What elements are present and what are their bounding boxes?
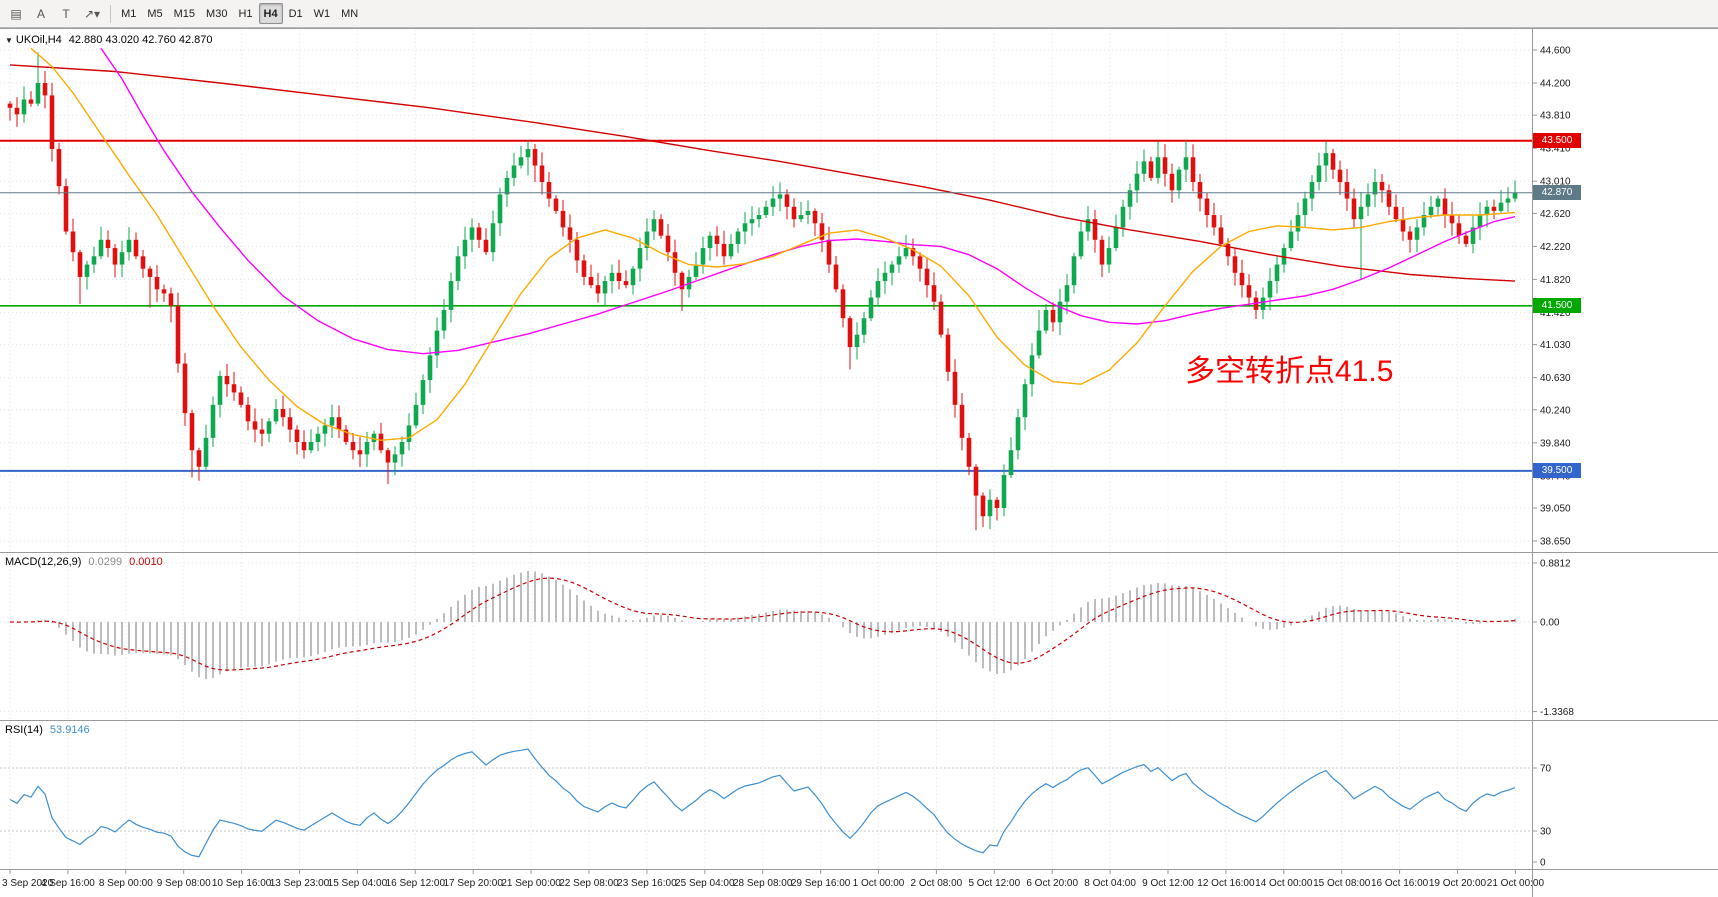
svg-text:9 Oct 12:00: 9 Oct 12:00 [1142, 878, 1194, 889]
svg-text:6 Oct 20:00: 6 Oct 20:00 [1026, 878, 1078, 889]
svg-text:19 Oct 20:00: 19 Oct 20:00 [1429, 878, 1487, 889]
current-price-tag: 42.870 [1533, 184, 1581, 200]
rsi-value: 53.9146 [49, 724, 90, 736]
svg-text:15 Sep 04:00: 15 Sep 04:00 [328, 878, 388, 889]
timeframe-button-d1[interactable]: D1 [288, 7, 303, 20]
svg-text:17 Sep 20:00: 17 Sep 20:00 [443, 878, 503, 889]
ohlc-values: 42.880 43.020 42.760 42.870 [68, 34, 213, 46]
svg-text:43.810: 43.810 [1540, 111, 1571, 122]
timeframe-button-m1[interactable]: M1 [121, 7, 137, 20]
svg-text:9 Sep 08:00: 9 Sep 08:00 [157, 878, 211, 889]
svg-text:41.030: 41.030 [1540, 340, 1571, 351]
svg-text:0.00: 0.00 [1540, 618, 1560, 629]
svg-text:40.630: 40.630 [1540, 373, 1571, 384]
hline-price-tag: 41.500 [1533, 297, 1581, 313]
text-label-t-button[interactable]: T [62, 6, 70, 21]
ma-fast-orange [30, 47, 1516, 441]
svg-text:30: 30 [1540, 827, 1552, 838]
timeframe-button-mn[interactable]: MN [341, 7, 359, 20]
svg-text:21 Oct 00:00: 21 Oct 00:00 [1487, 878, 1545, 889]
svg-text:5 Oct 12:00: 5 Oct 12:00 [968, 878, 1020, 889]
svg-text:10 Sep 16:00: 10 Sep 16:00 [212, 878, 272, 889]
chart-annotation: 多空转折点41.5 [1185, 355, 1394, 388]
symbol-title: ▼ UKOil,H4 42.880 43.020 42.760 42.870 [5, 34, 213, 46]
toolbar-separator [110, 4, 112, 23]
chart-window-icon[interactable]: ▤ [10, 6, 22, 21]
svg-text:15 Oct 08:00: 15 Oct 08:00 [1313, 878, 1371, 889]
timeframe-button-m15[interactable]: M15 [173, 7, 196, 20]
svg-text:-1.3368: -1.3368 [1540, 707, 1574, 718]
svg-text:21 Sep 00:00: 21 Sep 00:00 [501, 878, 561, 889]
svg-text:44.200: 44.200 [1540, 79, 1571, 90]
svg-text:41.820: 41.820 [1540, 275, 1571, 286]
svg-text:39.840: 39.840 [1540, 438, 1571, 449]
macd-signal-value: 0.0010 [129, 556, 163, 568]
svg-text:2 Oct 08:00: 2 Oct 08:00 [911, 878, 963, 889]
symbol-period-label: UKOil,H4 [15, 34, 62, 46]
timeframe-button-h4[interactable]: H4 [258, 3, 283, 24]
svg-text:39.050: 39.050 [1540, 503, 1571, 514]
toolbar: ▤ A T ↗▾ M1 M5 M15 M30 H1 H4 D1 W1 MN [0, 0, 1718, 28]
svg-text:16 Oct 16:00: 16 Oct 16:00 [1371, 878, 1429, 889]
macd-main-value: 0.0299 [88, 556, 123, 568]
svg-text:29 Sep 16:00: 29 Sep 16:00 [791, 878, 851, 889]
chart-stage: 44.600 44.200 43.810 43.410 43.010 42.620 42.2… [0, 28, 1718, 897]
draw-tools-dropdown[interactable]: ↗▾ [84, 6, 101, 21]
hline-price-tag: 39.500 [1533, 462, 1581, 478]
svg-text:42.620: 42.620 [1540, 209, 1571, 220]
text-label-a-button[interactable]: A [36, 6, 45, 21]
timeframe-button-h1[interactable]: H1 [238, 7, 253, 20]
ma-slow-red [9, 64, 1516, 282]
svg-text:38.650: 38.650 [1540, 536, 1571, 547]
svg-text:0: 0 [1540, 858, 1546, 869]
svg-text:41.420: 41.420 [1540, 308, 1571, 319]
svg-text:28 Sep 08:00: 28 Sep 08:00 [733, 878, 793, 889]
svg-text:22 Sep 08:00: 22 Sep 08:00 [559, 878, 619, 889]
svg-text:8 Oct 04:00: 8 Oct 04:00 [1084, 878, 1136, 889]
svg-text:42.220: 42.220 [1540, 242, 1571, 253]
timeframe-button-m5[interactable]: M5 [147, 7, 163, 20]
svg-text:40.240: 40.240 [1540, 405, 1571, 416]
svg-text:70: 70 [1540, 764, 1552, 775]
svg-text:1 Oct 00:00: 1 Oct 00:00 [853, 878, 905, 889]
timeframe-button-w1[interactable]: W1 [313, 7, 331, 20]
svg-text:3 Sep 2020: 3 Sep 2020 [2, 878, 54, 889]
svg-text:14 Oct 00:00: 14 Oct 00:00 [1255, 878, 1313, 889]
macd-name: MACD(12,26,9) [5, 556, 82, 568]
svg-text:13 Sep 23:00: 13 Sep 23:00 [270, 878, 330, 889]
rsi-indicator-label: RSI(14) 53.9146 [5, 724, 90, 736]
macd-indicator-label: MACD(12,26,9) 0.0299 0.0010 [5, 556, 163, 568]
svg-text:44.600: 44.600 [1540, 46, 1571, 57]
svg-text:16 Sep 12:00: 16 Sep 12:00 [386, 878, 446, 889]
ma-medium-magenta [100, 47, 1516, 355]
svg-text:12 Oct 16:00: 12 Oct 16:00 [1197, 878, 1255, 889]
svg-text:43.010: 43.010 [1540, 177, 1571, 188]
svg-text:23 Sep 16:00: 23 Sep 16:00 [617, 878, 677, 889]
svg-text:43.410: 43.410 [1540, 144, 1571, 155]
chart-canvas[interactable]: 44.600 44.200 43.810 43.410 43.010 42.620 42.2… [0, 28, 1718, 897]
svg-text:8 Sep 00:00: 8 Sep 00:00 [99, 878, 153, 889]
rsi-name: RSI(14) [5, 724, 43, 736]
timeframe-button-m30[interactable]: M30 [206, 7, 228, 20]
svg-text:0.8812: 0.8812 [1540, 558, 1571, 569]
hline-price-tag: 43.500 [1533, 132, 1581, 148]
symbol-dropdown-icon[interactable]: ▼ [5, 36, 13, 45]
svg-text:25 Sep 04:00: 25 Sep 04:00 [675, 878, 735, 889]
svg-text:4 Sep 16:00: 4 Sep 16:00 [41, 878, 95, 889]
